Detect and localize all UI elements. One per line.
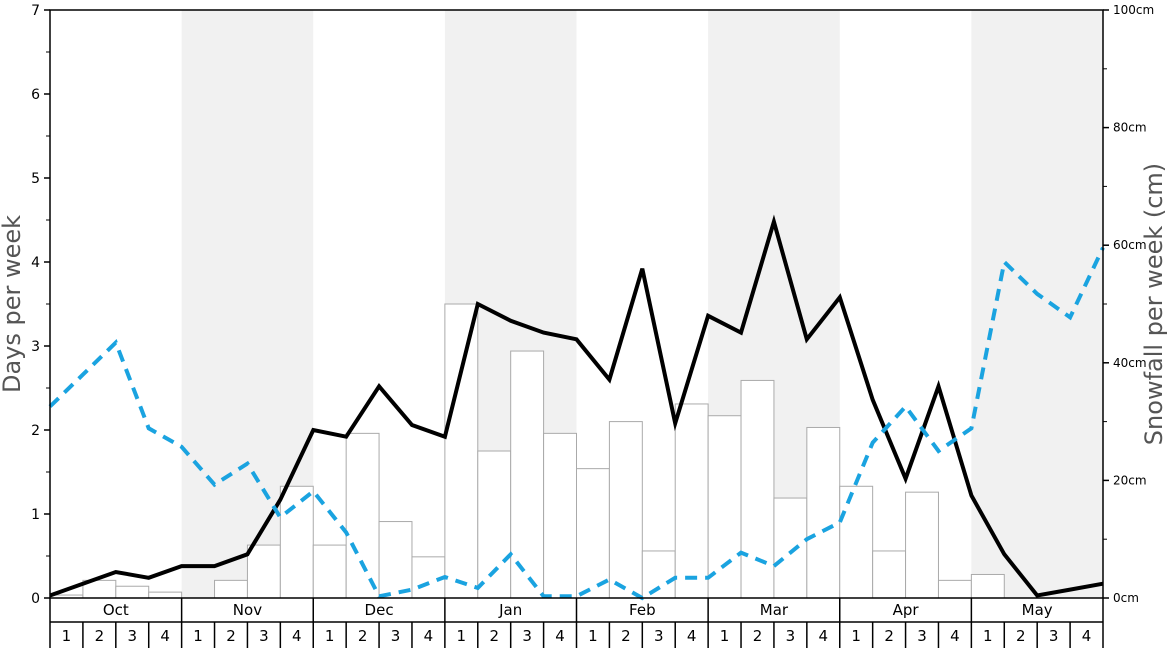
week-label: 2	[95, 627, 105, 645]
week-label: 1	[325, 627, 335, 645]
snowfall-bar	[115, 585, 150, 599]
left-axis: 0 1 2 3 4 5 6 7	[31, 3, 50, 607]
day-lines	[48, 214, 1105, 601]
snowfall-bar	[148, 591, 183, 599]
month-label: Mar	[760, 601, 789, 619]
week-label: 4	[687, 627, 697, 645]
left-tick-label: 7	[31, 3, 40, 19]
week-label: 1	[588, 627, 598, 645]
week-label: 4	[1082, 627, 1092, 645]
week-label: 2	[358, 627, 368, 645]
week-label: 3	[127, 627, 137, 645]
snowfall-bar	[312, 544, 347, 599]
snowfall-bar	[576, 468, 610, 599]
week-label: 3	[917, 627, 927, 645]
snowfall-bar	[970, 573, 1005, 599]
month-band-may	[971, 10, 1103, 598]
snowfall-bar	[641, 550, 676, 599]
snowfall-bar	[543, 432, 577, 599]
week-label: 4	[424, 627, 434, 645]
month-label: Nov	[233, 601, 262, 619]
snowfall-bar	[707, 415, 742, 599]
snowfall-bar	[905, 491, 939, 599]
left-tick-label: 0	[31, 591, 40, 607]
snowfall-bar	[872, 550, 907, 599]
week-label: 1	[193, 627, 203, 645]
week-label: 2	[1016, 627, 1026, 645]
right-tick-label: 60cm	[1113, 238, 1147, 252]
week-label: 3	[259, 627, 269, 645]
week-label: 1	[62, 627, 72, 645]
snowfall-bar	[345, 432, 380, 599]
left-tick-label: 6	[31, 87, 40, 103]
week-label: 2	[226, 627, 236, 645]
left-tick-label: 1	[31, 507, 40, 523]
week-label: 4	[819, 627, 829, 645]
right-tick-label: 80cm	[1113, 121, 1147, 135]
week-label: 2	[489, 627, 499, 645]
snowfall-bar	[806, 426, 841, 599]
right-tick-label: 100cm	[1113, 3, 1154, 17]
month-label: Apr	[893, 601, 920, 619]
month-label: Feb	[629, 601, 656, 619]
left-tick-label: 3	[31, 339, 40, 355]
month-label: Dec	[365, 601, 394, 619]
snowfall-bar	[608, 421, 643, 599]
week-label: 1	[720, 627, 730, 645]
snowfall-bar	[510, 350, 545, 599]
snowfall-bar	[740, 379, 775, 599]
week-label: 4	[555, 627, 565, 645]
snowfall-bars	[49, 303, 1005, 599]
snowfall-bar	[674, 403, 709, 599]
week-label: 2	[621, 627, 631, 645]
week-label: 3	[1049, 627, 1059, 645]
left-tick-label: 4	[31, 255, 40, 271]
month-label: Oct	[103, 601, 129, 619]
x-axis: Oct 1 2 3 4 Nov 1 2 3 4 Dec 1 2 3 4 Jan 1 2 3 4 Feb 1 2 3 4 Mar 1 2…	[49, 598, 1104, 648]
week-label: 3	[654, 627, 664, 645]
snowfall-bar	[444, 303, 479, 599]
right-axis: 0cm 20cm 40cm 60cm 80cm 100cm	[1103, 3, 1154, 605]
week-label: 2	[884, 627, 894, 645]
snowfall-bar	[246, 544, 281, 599]
week-label: 4	[292, 627, 302, 645]
week-label: 2	[753, 627, 763, 645]
week-label: 1	[457, 627, 467, 645]
month-label: May	[1022, 601, 1053, 619]
left-axis-label: Days per week	[0, 215, 26, 393]
snowfall-bar	[279, 485, 314, 599]
week-label: 1	[851, 627, 861, 645]
right-tick-label: 0cm	[1113, 591, 1139, 605]
month-bands	[181, 10, 1103, 598]
right-tick-label: 40cm	[1113, 356, 1147, 370]
week-label: 4	[160, 627, 170, 645]
week-label: 3	[522, 627, 532, 645]
dashed-line-series	[48, 246, 1105, 601]
solid-line-series	[49, 214, 1104, 598]
month-label: Jan	[498, 601, 522, 619]
snowfall-bar	[378, 521, 413, 599]
left-tick-label: 2	[31, 423, 40, 439]
snowfall-bar	[214, 579, 248, 599]
left-tick-label: 5	[31, 171, 40, 187]
week-label: 1	[983, 627, 993, 645]
week-label: 3	[391, 627, 401, 645]
snowfall-bar	[839, 485, 874, 599]
snowfall-bar	[477, 450, 512, 599]
snowfall-bar	[937, 579, 972, 599]
right-tick-label: 20cm	[1113, 473, 1147, 487]
week-label: 4	[950, 627, 960, 645]
snowfall-bar	[773, 497, 808, 599]
right-axis-label: Snowfall per week (cm)	[1140, 163, 1168, 445]
week-label: 3	[786, 627, 796, 645]
